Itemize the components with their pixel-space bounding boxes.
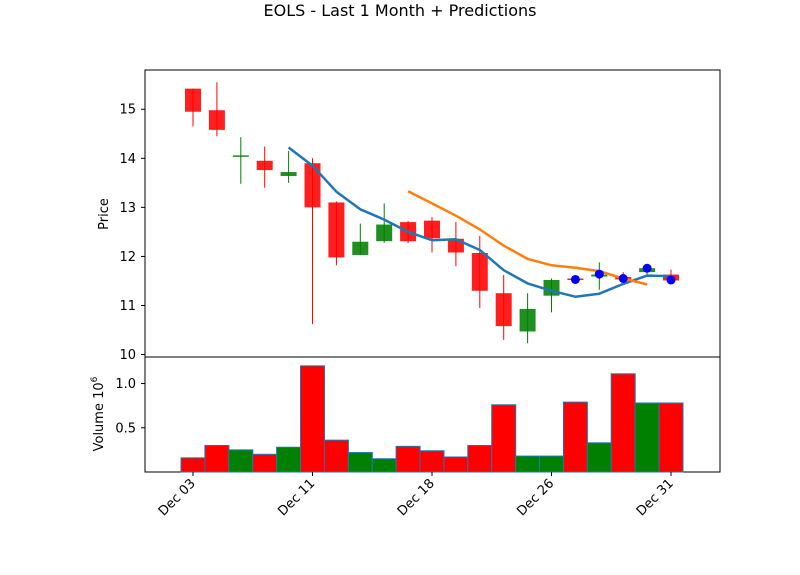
prediction-point (594, 269, 604, 279)
volume-bar (252, 453, 278, 473)
volume-bar (419, 450, 445, 473)
x-tick-label: Dec 03 (156, 476, 199, 519)
prediction-point (618, 274, 628, 284)
chart-title: EOLS - Last 1 Month + Predictions (264, 1, 537, 20)
candle-body (185, 88, 201, 112)
volume-bars (180, 365, 684, 473)
price-y-tick-label: 13 (119, 201, 136, 216)
volume-bar (204, 444, 230, 473)
volume-bar (658, 402, 684, 473)
candle (256, 146, 273, 188)
prediction-point (666, 275, 676, 285)
volume-panel: 0.5 1.0 Volume 106 (90, 356, 721, 473)
x-axis-ticks: Dec 03 Dec 11 Dec 18 Dec 26 Dec 31 (156, 472, 677, 519)
volume-bar (586, 442, 612, 473)
prediction-point (570, 274, 580, 284)
volume-bar (180, 457, 206, 473)
moving-average-line-1 (287, 146, 672, 298)
prediction-point (642, 263, 652, 273)
candle-body (304, 163, 321, 208)
volume-bar (323, 439, 349, 473)
volume-y-tick-label: 1.0 (115, 377, 136, 392)
candle-body (208, 110, 225, 130)
price-y-tick-label: 14 (119, 152, 136, 167)
price-y-tick-label: 11 (119, 299, 136, 314)
volume-bar (491, 404, 517, 473)
volume-bar (443, 456, 469, 473)
price-y-tick-label: 10 (119, 348, 136, 363)
candle-body (328, 202, 345, 258)
candle (304, 158, 321, 325)
candle (280, 150, 297, 183)
volume-y-axis-label-text: Volume 10 (92, 382, 107, 451)
candle-body (256, 160, 273, 171)
price-axes-frame (144, 69, 721, 358)
candle (471, 235, 488, 308)
volume-bar (347, 452, 373, 473)
price-y-ticks: 10 11 12 13 14 15 (119, 103, 145, 363)
price-y-axis-label: Price (97, 198, 112, 230)
candle-body (352, 241, 369, 255)
volume-bar (539, 455, 564, 473)
moving-average-line-2 (407, 190, 648, 286)
candle (328, 201, 345, 266)
volume-bar (610, 373, 636, 473)
x-tick-label: Dec 26 (514, 476, 557, 519)
volume-bar (228, 449, 254, 473)
candle (376, 203, 393, 243)
volume-y-tick-label: 0.5 (115, 421, 136, 436)
volume-bar (300, 365, 325, 473)
x-tick-label: Dec 18 (395, 476, 438, 519)
candle (208, 82, 225, 137)
price-panel: 10 11 12 13 14 15 Price (97, 69, 721, 363)
candle-body (424, 220, 440, 239)
volume-bar (634, 402, 660, 473)
candle (495, 275, 512, 340)
candle-body (495, 293, 512, 327)
volume-y-ticks: 0.5 1.0 (115, 377, 145, 436)
candle-body (471, 252, 488, 291)
volume-bar (371, 458, 397, 473)
candle-body (232, 155, 249, 157)
candle (519, 293, 536, 344)
candle-body (376, 224, 393, 242)
prediction-markers (570, 263, 676, 285)
moving-average-lines (287, 146, 672, 298)
price-y-tick-label: 12 (119, 250, 136, 265)
price-candles (185, 82, 679, 344)
x-tick-label: Dec 31 (634, 476, 677, 519)
candle-body (280, 172, 297, 176)
candle (424, 217, 440, 253)
volume-y-axis-label: Volume 106 (90, 376, 107, 451)
volume-bar (276, 446, 302, 473)
volume-bar (515, 455, 541, 473)
volume-bar (395, 445, 421, 473)
candle (185, 88, 201, 127)
candle-body (519, 308, 536, 332)
volume-y-axis-label-exponent: 6 (90, 376, 100, 382)
volume-bar (562, 401, 588, 473)
candle (352, 223, 369, 255)
volume-bar (467, 444, 493, 473)
candle (232, 137, 249, 184)
price-y-tick-label: 15 (119, 103, 136, 118)
x-tick-label: Dec 11 (275, 476, 318, 519)
